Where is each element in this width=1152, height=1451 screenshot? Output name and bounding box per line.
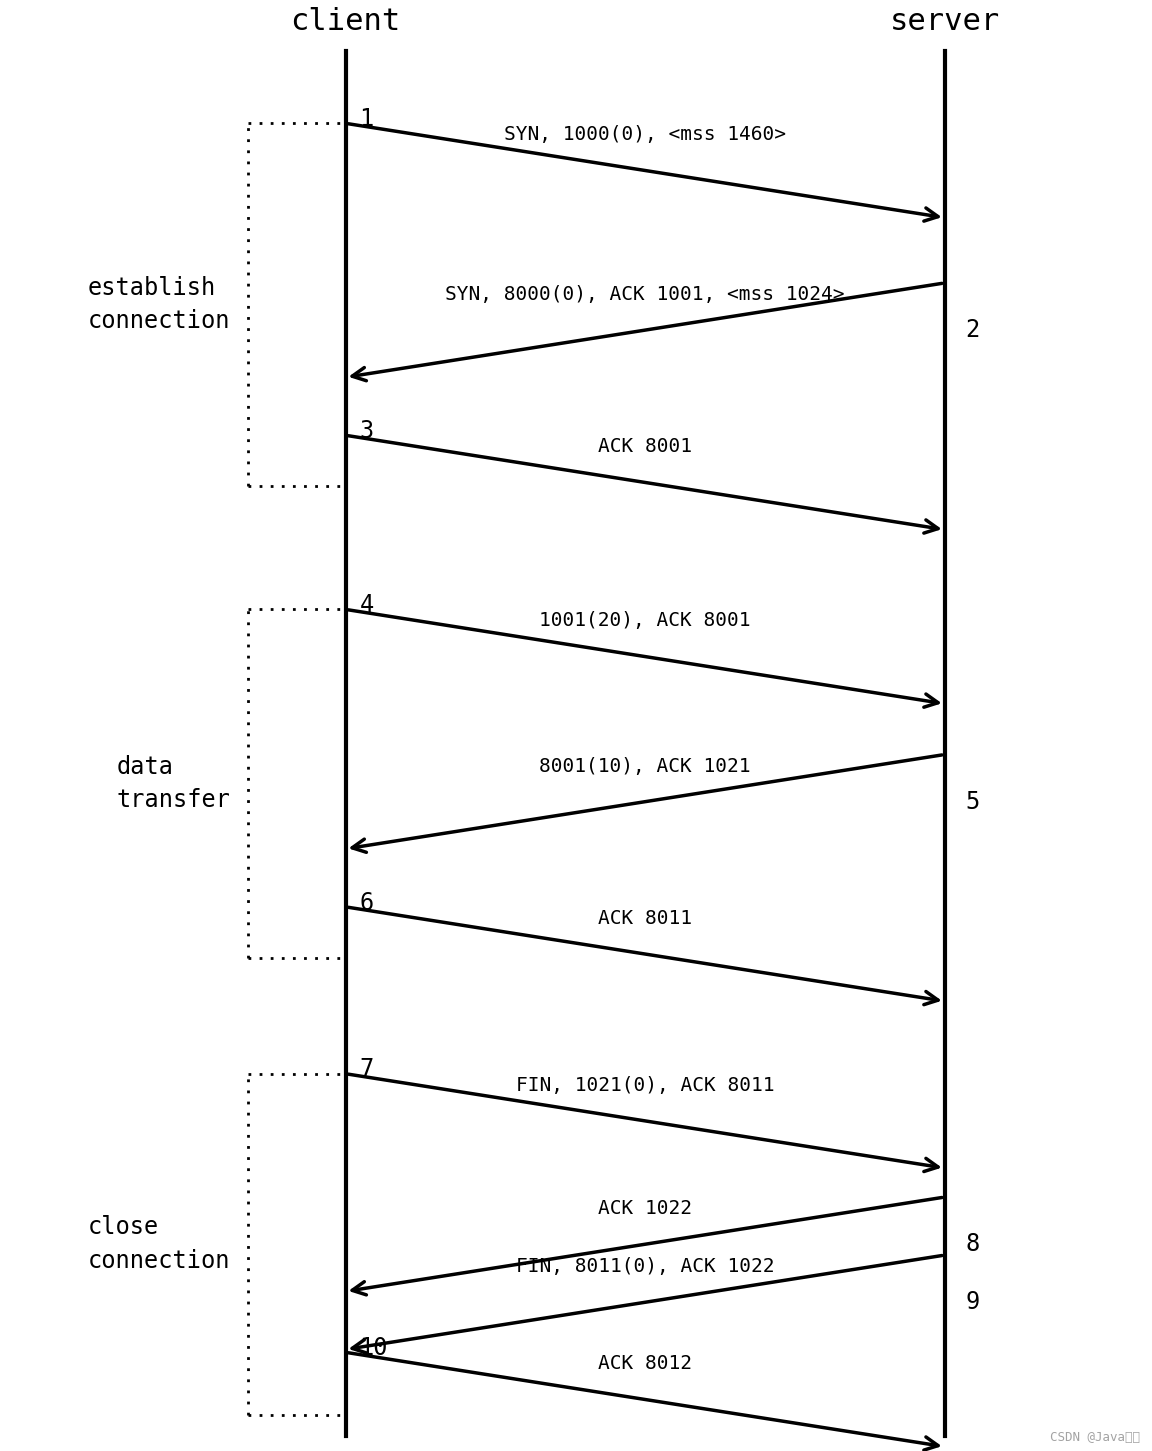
Text: 3: 3 <box>359 419 373 443</box>
Text: 8: 8 <box>965 1232 979 1257</box>
Text: FIN, 1021(0), ACK 8011: FIN, 1021(0), ACK 8011 <box>516 1075 774 1094</box>
Text: ACK 8011: ACK 8011 <box>598 908 692 929</box>
Text: 1: 1 <box>359 107 373 131</box>
Text: 1001(20), ACK 8001: 1001(20), ACK 8001 <box>539 611 751 631</box>
Text: client: client <box>290 7 401 36</box>
Text: ACK 1022: ACK 1022 <box>598 1199 692 1219</box>
Text: SYN, 8000(0), ACK 1001, <mss 1024>: SYN, 8000(0), ACK 1001, <mss 1024> <box>446 284 844 305</box>
Text: FIN, 8011(0), ACK 1022: FIN, 8011(0), ACK 1022 <box>516 1257 774 1277</box>
Text: close
connection: close connection <box>88 1216 230 1273</box>
Text: 6: 6 <box>359 891 373 914</box>
Text: server: server <box>889 7 1000 36</box>
Text: 2: 2 <box>965 318 979 342</box>
Text: data
transfer: data transfer <box>116 755 230 813</box>
Text: 10: 10 <box>359 1336 388 1360</box>
Text: ACK 8012: ACK 8012 <box>598 1354 692 1373</box>
Text: SYN, 1000(0), <mss 1460>: SYN, 1000(0), <mss 1460> <box>505 125 786 144</box>
Text: 7: 7 <box>359 1058 373 1081</box>
Text: 4: 4 <box>359 593 373 617</box>
Text: 5: 5 <box>965 789 979 814</box>
Text: 8001(10), ACK 1021: 8001(10), ACK 1021 <box>539 756 751 775</box>
Text: establish
connection: establish connection <box>88 276 230 334</box>
Text: ACK 8001: ACK 8001 <box>598 437 692 456</box>
Text: 9: 9 <box>965 1290 979 1315</box>
Text: CSDN @Java法师: CSDN @Java法师 <box>1051 1431 1140 1444</box>
